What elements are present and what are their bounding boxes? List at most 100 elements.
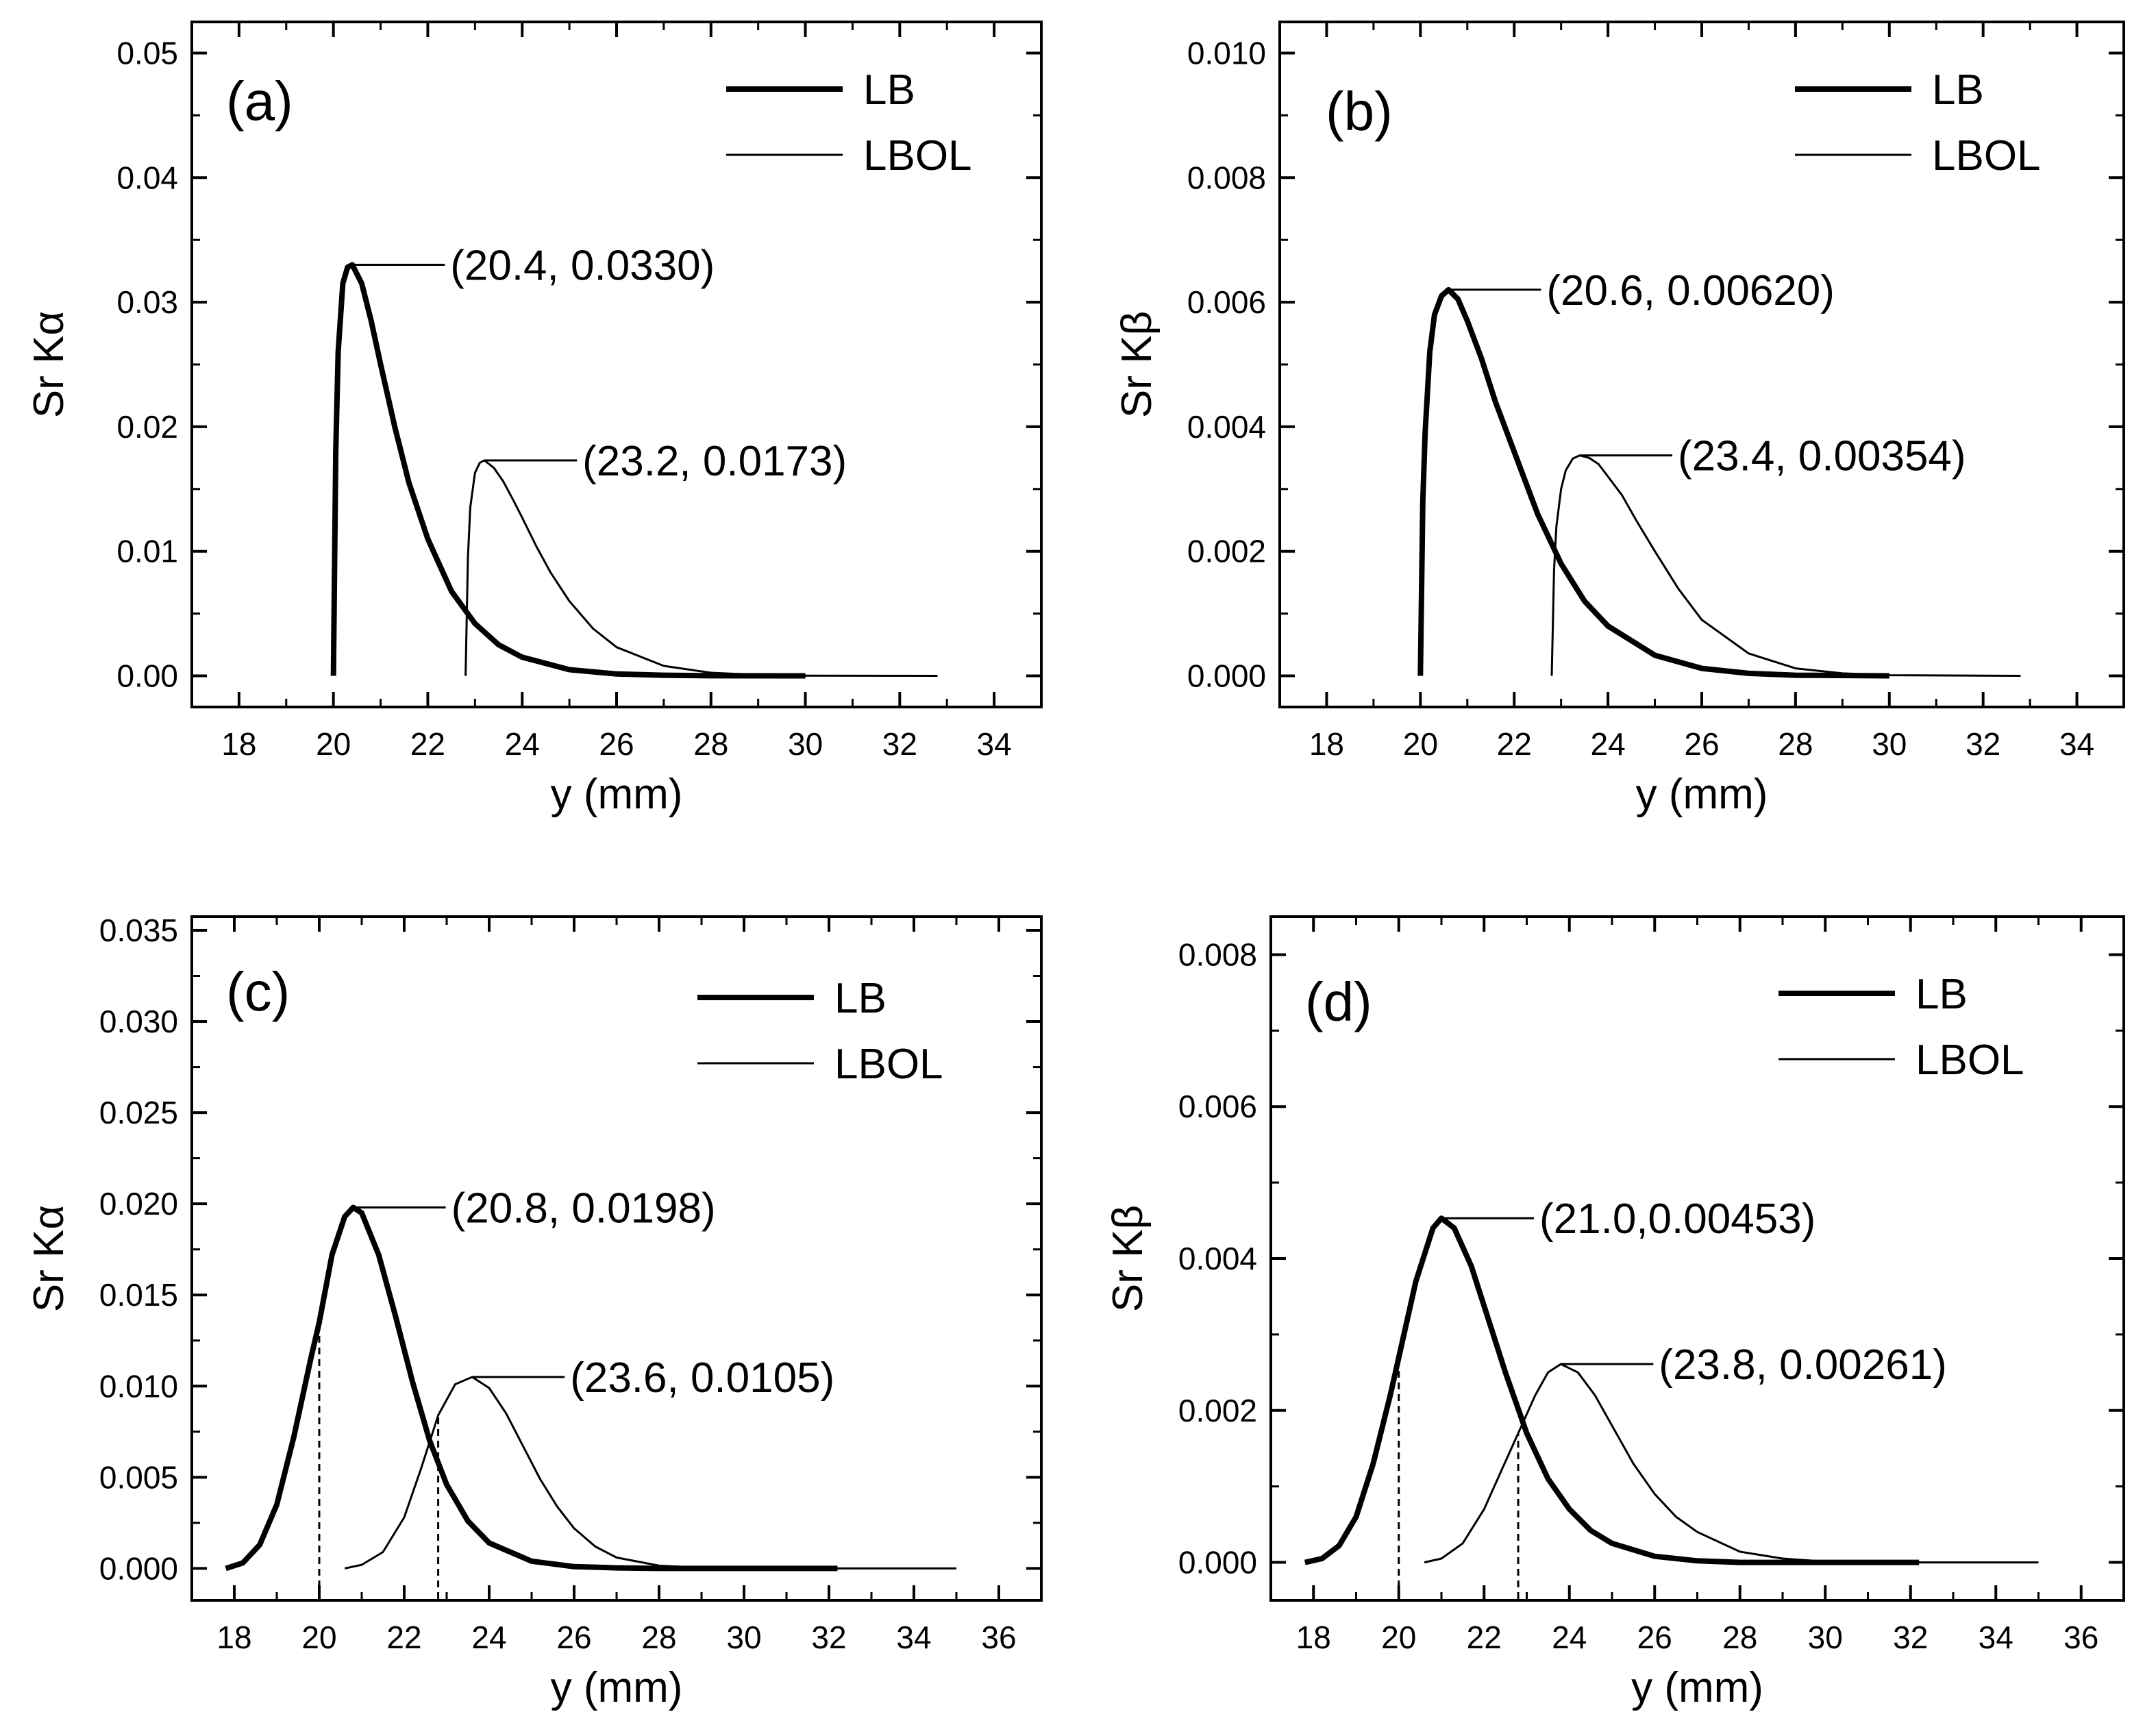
x-tick-label: 32 <box>1893 1620 1928 1655</box>
legend-label: LB <box>1916 971 1968 1018</box>
legend-label: LBOL <box>863 132 972 179</box>
panel-tag: (a) <box>226 71 293 132</box>
x-tick-label: 18 <box>1309 726 1344 762</box>
x-tick-label: 30 <box>1808 1620 1843 1655</box>
y-tick-label: 0.000 <box>99 1550 178 1586</box>
x-tick-label: 30 <box>726 1620 761 1655</box>
y-tick-label: 0.006 <box>1187 284 1266 320</box>
legend-label: LBOL <box>834 1041 943 1088</box>
plot-frame <box>190 915 1043 1602</box>
y-axis-title: Sr Kα <box>25 1205 73 1312</box>
panel-c: 18 20 22 24 26 28 30 32 34 36 0.000 0.005 0.010 0.015… <box>25 913 1043 1711</box>
x-tick-label: 26 <box>556 1620 591 1655</box>
x-tick-label: 20 <box>1403 726 1438 762</box>
x-tick-label: 34 <box>2059 726 2094 762</box>
y-tick-label: 0.015 <box>99 1277 178 1313</box>
series-line-lbol <box>464 459 938 677</box>
y-tick-label: 0.010 <box>1187 35 1266 71</box>
x-tick-label: 18 <box>1296 1620 1331 1655</box>
x-tick-label: 28 <box>693 726 728 762</box>
y-tick-label: 0.005 <box>99 1459 178 1495</box>
series-line-lbol <box>1424 1363 2039 1564</box>
y-tick-label: 0.035 <box>99 913 178 948</box>
x-tick-label: 28 <box>641 1620 676 1655</box>
x-tick-label: 22 <box>1497 726 1532 762</box>
x-tick-label: 18 <box>216 1620 251 1655</box>
x-tick-label: 22 <box>410 726 445 762</box>
y-tick-label: 0.008 <box>1187 160 1266 195</box>
y-tick-label: 0.002 <box>1187 534 1266 569</box>
x-axis-title: y (mm) <box>1631 1664 1763 1711</box>
annotation-label: (23.2, 0.0173) <box>582 438 847 485</box>
x-tick-label: 28 <box>1722 1620 1757 1655</box>
series-line-lb <box>1417 286 1889 679</box>
series-line-lbol <box>344 1376 956 1570</box>
panel-a: 18 20 22 24 26 28 30 32 34 0.00 0.01 0.02 0.03 0.04 0.… <box>25 21 1043 818</box>
y-tick-label: 0.05 <box>116 35 178 71</box>
x-tick-label: 18 <box>221 726 256 762</box>
plot-frame <box>190 21 1043 708</box>
x-tick-label: 22 <box>386 1620 421 1655</box>
x-tick-label: 36 <box>2063 1620 2098 1655</box>
y-tick-label: 0.002 <box>1178 1393 1257 1428</box>
y-tick-label: 0.02 <box>116 409 178 445</box>
annotation-label: (20.6, 0.00620) <box>1546 267 1835 314</box>
y-tick-label: 0.025 <box>99 1095 178 1130</box>
panel-d: 18 20 22 24 26 28 30 32 34 36 0.000 0.002 0.004 0.006… <box>1104 915 2125 1711</box>
y-tick-label: 0.006 <box>1178 1089 1257 1124</box>
x-tick-label: 32 <box>882 726 917 762</box>
annotation-label: (20.4, 0.0330) <box>450 243 715 290</box>
plot-frame <box>1278 21 2125 708</box>
annotation-label: (23.8, 0.00261) <box>1659 1341 1947 1389</box>
legend-label: LBOL <box>1932 132 2041 179</box>
y-tick-label: 0.010 <box>99 1368 178 1404</box>
x-tick-label: 30 <box>1872 726 1907 762</box>
y-axis-title: Sr Kβ <box>1104 1205 1152 1312</box>
x-tick-label: 34 <box>896 1620 931 1655</box>
annotation-label: (23.4, 0.00354) <box>1678 433 1966 480</box>
panel-b: 18 20 22 24 26 28 30 32 34 0.000 0.002 0.004 0.006 0.… <box>1113 21 2125 818</box>
x-tick-label: 20 <box>301 1620 336 1655</box>
y-axis-title: Sr Kβ <box>1113 311 1161 418</box>
y-tick-label: 0.000 <box>1187 658 1266 694</box>
x-tick-label: 24 <box>505 726 540 762</box>
panel-tag: (b) <box>1326 81 1393 142</box>
x-tick-label: 26 <box>1684 726 1719 762</box>
annotation-label: (23.6, 0.0105) <box>570 1354 834 1402</box>
y-tick-label: 0.00 <box>116 658 178 694</box>
x-tick-label: 24 <box>471 1620 506 1655</box>
x-axis-title: y (mm) <box>551 1664 683 1711</box>
y-tick-label: 0.008 <box>1178 937 1257 972</box>
x-tick-label: 32 <box>811 1620 846 1655</box>
x-tick-label: 20 <box>1381 1620 1416 1655</box>
y-tick-label: 0.03 <box>116 284 178 320</box>
x-tick-label: 24 <box>1591 726 1626 762</box>
y-tick-label: 0.01 <box>116 534 178 569</box>
y-tick-label: 0.030 <box>99 1004 178 1039</box>
x-tick-label: 28 <box>1778 726 1813 762</box>
x-tick-label: 36 <box>981 1620 1016 1655</box>
x-tick-label: 34 <box>1979 1620 2013 1655</box>
y-tick-label: 0.04 <box>116 160 178 195</box>
plot-frame <box>1269 915 2125 1602</box>
series-line-lb <box>225 1204 838 1572</box>
panel-tag: (c) <box>226 961 290 1022</box>
panel-tag: (d) <box>1305 971 1372 1032</box>
y-tick-label: 0.000 <box>1178 1545 1257 1580</box>
annotation-label: (21.0,0.00453) <box>1539 1195 1815 1243</box>
x-tick-label: 32 <box>1966 726 2000 762</box>
y-tick-label: 0.004 <box>1187 409 1266 445</box>
y-axis-title: Sr Kα <box>25 311 73 418</box>
series-line-lb <box>1304 1215 1920 1565</box>
legend-label: LB <box>1932 66 1984 114</box>
x-tick-label: 24 <box>1552 1620 1587 1655</box>
annotation-label: (20.8, 0.0198) <box>451 1185 716 1232</box>
x-axis-title: y (mm) <box>1636 771 1768 818</box>
x-tick-label: 30 <box>788 726 823 762</box>
legend-label: LB <box>863 66 915 114</box>
x-tick-label: 26 <box>1637 1620 1672 1655</box>
x-axis-title: y (mm) <box>551 771 683 818</box>
y-tick-label: 0.004 <box>1178 1241 1257 1276</box>
series-line-lbol <box>1550 454 2021 677</box>
